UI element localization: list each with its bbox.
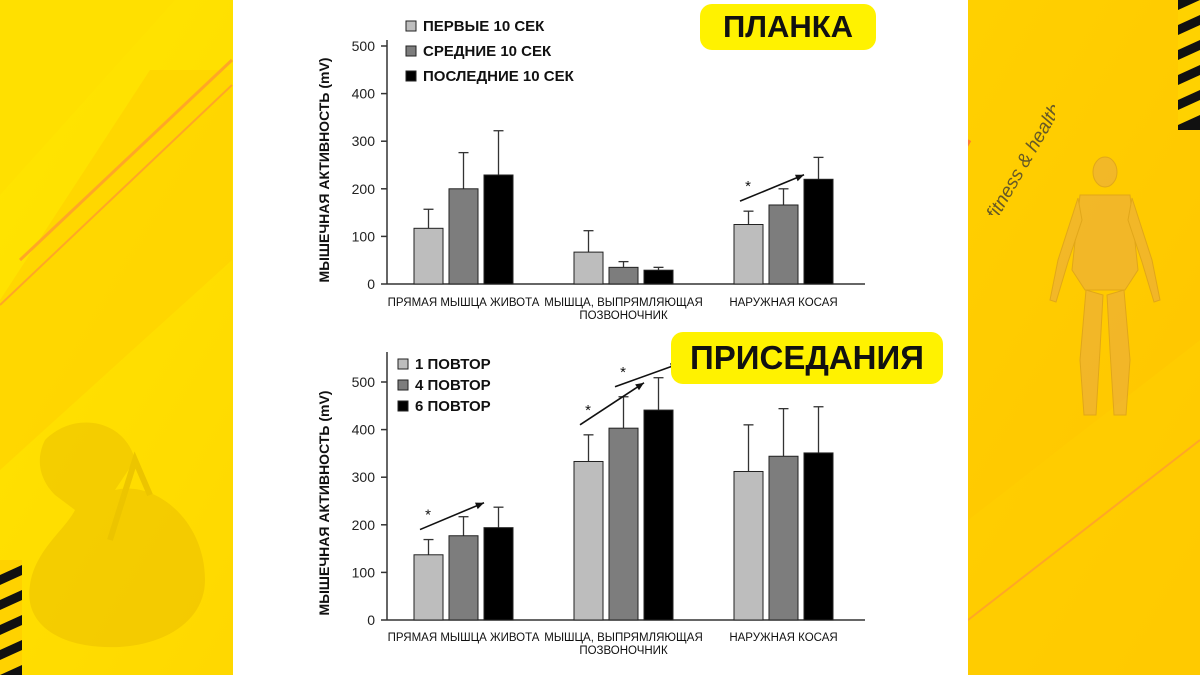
bar <box>573 460 604 621</box>
significance-star: * <box>745 178 751 195</box>
bar <box>413 227 444 285</box>
anatomy-figure-icon <box>1049 156 1161 416</box>
significance-arrow <box>579 382 645 426</box>
significance-arrowhead <box>795 174 804 182</box>
significance-star: * <box>425 507 431 524</box>
legend-swatch <box>397 400 409 412</box>
y-tick-label: 500 <box>352 374 376 390</box>
category-label: МЫШЦА, ВЫПРЯМЛЯЮЩАЯ <box>544 632 703 644</box>
legend-label: СРЕДНИЕ 10 СЕК <box>423 43 552 60</box>
flexed-arm-icon <box>29 422 206 648</box>
legend-label: 1 ПОВТОР <box>415 356 491 373</box>
y-tick-label: 0 <box>367 612 375 628</box>
hazard-stripe-right <box>1178 0 1200 130</box>
y-axis-label: МЫШЕЧНАЯ АКТИВНОСТЬ (mV) <box>316 58 332 283</box>
hazard-stripe-left <box>0 560 22 675</box>
y-tick-label: 100 <box>352 228 376 244</box>
y-tick-label: 500 <box>352 38 376 54</box>
y-tick-label: 100 <box>352 564 376 580</box>
bar <box>643 409 674 621</box>
y-tick-label: 200 <box>352 517 376 533</box>
category-label: ПОЗВОНОЧНИК <box>579 645 668 657</box>
category-label: ПРЯМАЯ МЫШЦА ЖИВОТА <box>388 632 540 644</box>
significance-star: * <box>620 364 626 381</box>
bar <box>768 455 799 621</box>
legend-swatch <box>405 45 417 57</box>
significance-arrow <box>739 174 805 202</box>
bar <box>608 266 639 285</box>
category-label: ПОЗВОНОЧНИК <box>579 310 668 322</box>
category-label: ПРЯМАЯ МЫШЦА ЖИВОТА <box>388 297 540 309</box>
y-axis-label: МЫШЕЧНАЯ АКТИВНОСТЬ (mV) <box>316 391 332 616</box>
bar <box>643 269 674 285</box>
bar <box>803 178 834 285</box>
significance-arrow <box>614 362 680 388</box>
bar <box>733 470 764 621</box>
legend-swatch <box>405 20 417 32</box>
logo-tagline: fitness & health <box>983 100 1055 215</box>
category-label: НАРУЖНАЯ КОСАЯ <box>729 632 837 644</box>
significance-arrowhead <box>475 502 484 510</box>
significance-arrowhead <box>635 382 644 391</box>
bar <box>733 224 764 285</box>
legend-label: 6 ПОВТОР <box>415 398 491 415</box>
legend-label: ПЕРВЫЕ 10 СЕК <box>423 18 545 35</box>
y-tick-label: 300 <box>352 469 376 485</box>
legend-swatch <box>397 379 409 391</box>
bar <box>413 554 444 621</box>
category-label: МЫШЦА, ВЫПРЯМЛЯЮЩАЯ <box>544 297 703 309</box>
significance-star: * <box>585 402 591 419</box>
squat-label: ПРИСЕДАНИЯ <box>671 332 943 384</box>
squat-chart: 0 100 200 300 400 500 МЫШЕЧНАЯ АКТИВНОСТЬ (mV)… <box>316 352 865 657</box>
category-label: НАРУЖНАЯ КОСАЯ <box>729 297 837 309</box>
bar <box>608 427 639 621</box>
y-tick-label: 0 <box>367 276 375 292</box>
y-tick-label: 200 <box>352 181 376 197</box>
bar <box>803 452 834 621</box>
bar <box>448 188 479 285</box>
bar <box>448 535 479 621</box>
bar <box>573 251 604 285</box>
legend-swatch <box>397 358 409 370</box>
y-tick-label: 400 <box>352 422 376 438</box>
legend-label: 4 ПОВТОР <box>415 377 491 394</box>
bar <box>483 174 514 285</box>
legend-label: ПОСЛЕДНИЕ 10 СЕК <box>423 68 575 85</box>
legend-swatch <box>405 70 417 82</box>
significance-arrow <box>419 501 485 531</box>
plank-label: ПЛАНКА <box>700 4 876 50</box>
y-tick-label: 400 <box>352 86 376 102</box>
plank-chart: 0 100 200 300 400 500 МЫШЕЧНАЯ АКТИВНОСТЬ (mV)… <box>316 18 865 322</box>
bar <box>768 204 799 285</box>
bar <box>483 527 514 621</box>
y-tick-label: 300 <box>352 133 376 149</box>
